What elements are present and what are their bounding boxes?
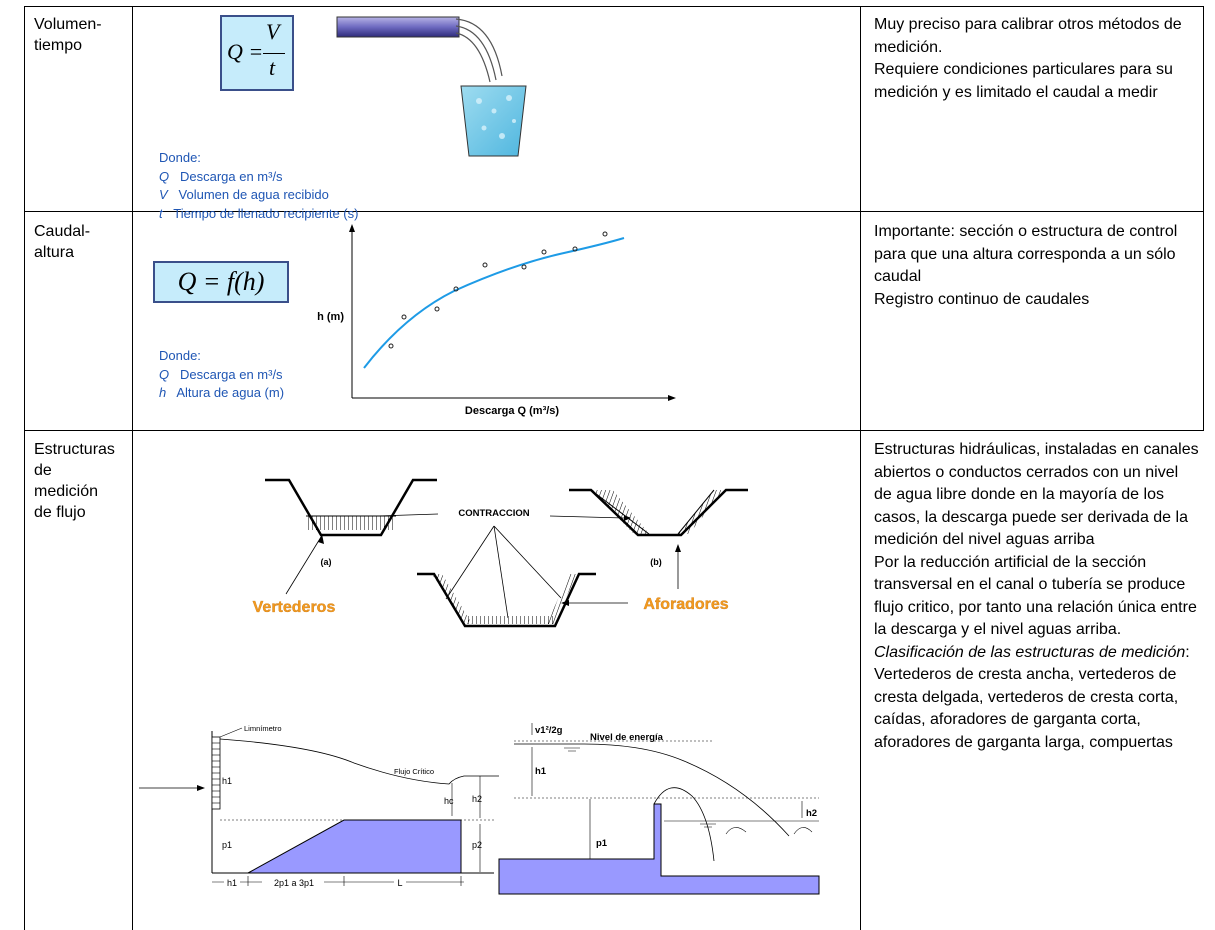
h2-label: h2 [472, 794, 482, 804]
legend-title: Donde: [159, 150, 201, 165]
formula-numerator: V [266, 19, 280, 44]
row-divider [24, 430, 1204, 431]
legend-item: Q Descarga en m³/s [159, 366, 283, 382]
flume-section-b [569, 488, 748, 537]
weir-section-a [265, 478, 437, 537]
legend-item: Q Descarga en m³/s [159, 168, 283, 184]
nappe-upper [514, 743, 790, 837]
legend-item: h Altura de agua (m) [159, 385, 285, 400]
bucket-icon [460, 85, 527, 157]
limnimeter-label: Limnímetro [244, 724, 282, 733]
water-jet [455, 25, 497, 81]
data-point [401, 314, 407, 320]
p1-right-label: p1 [596, 838, 608, 849]
y-axis-label: h (m) [317, 311, 344, 323]
water-jet [455, 18, 503, 77]
dim-h1-label: h1 [227, 878, 237, 888]
data-point [602, 231, 608, 237]
legend-volumen-tiempo: Donde: Q Descarga en m³/s V Volumen de a… [159, 149, 358, 223]
col-border [1203, 6, 1204, 430]
rating-curve-graph: h (m) Descarga Q (m³/s) [317, 224, 676, 417]
hc-label: hc [444, 796, 454, 806]
formula-lhs: Q = [227, 39, 264, 64]
description-estructuras: Estructuras hidráulicas, instaladas en c… [874, 441, 1199, 751]
velocity-head-label: v1²/2g [535, 725, 563, 736]
method-estructuras: Estructuras de medición de flujo [34, 441, 115, 521]
aforadores-label: Aforadores [643, 596, 728, 613]
data-point [521, 264, 527, 270]
formula-denominator: t [269, 55, 276, 80]
x-axis-label: Descarga Q (m³/s) [465, 405, 559, 417]
methods-table: Volumen- tiempo Muy preciso para calibra… [24, 6, 1204, 930]
legend-item: V Volumen de agua recibido [159, 187, 329, 202]
rating-curve [363, 237, 625, 369]
contraction-diagram: (a) (b) CONTRACCION Vertederos [252, 478, 748, 628]
label-a: (a) [321, 557, 332, 567]
h1-right-label: h1 [535, 766, 547, 777]
method-caudal-altura: Caudal- altura [34, 223, 91, 261]
vertederos-label: Vertederos [253, 599, 336, 616]
dim-2p1-label: 2p1 a 3p1 [274, 878, 314, 888]
p2-label: p2 [472, 840, 482, 850]
data-point [453, 286, 459, 292]
sharp-weir-body [498, 803, 820, 895]
description-volumen-tiempo: Muy preciso para calibrar otros métodos … [874, 16, 1182, 101]
sharp-weir-diagram: v1²/2g Nivel de energía h1 p1 h2 [498, 723, 820, 895]
legend-title: Donde: [159, 348, 201, 363]
data-point [541, 249, 547, 255]
col-border [132, 6, 133, 930]
data-point [434, 306, 440, 312]
col-border [860, 6, 861, 930]
h1-label: h1 [222, 776, 232, 786]
h2-right-label: h2 [806, 808, 817, 819]
weir-profile-diagram: Limnímetro Flujo Crítico h1 p1 hc h2 p2 … [139, 724, 499, 888]
description-caudal-altura: Importante: sección o estructura de cont… [874, 223, 1178, 308]
nappe-lower [653, 787, 715, 862]
p1-label: p1 [222, 840, 232, 850]
contraction-label: CONTRACCION [458, 508, 529, 519]
col-border [24, 6, 25, 930]
formula-caudal-altura: Q = f(h) [153, 261, 289, 303]
dim-l-label: L [397, 878, 402, 888]
critical-flow-label: Flujo Crítico [394, 767, 434, 776]
legend-item: t Tiempo de llenado recipiente (s) [159, 205, 359, 221]
method-volumen-tiempo: Volumen- tiempo [34, 16, 102, 54]
water-surface [219, 738, 499, 785]
fraction-bar [263, 53, 285, 54]
label-b: (b) [650, 557, 662, 567]
formula-volumen-tiempo: Q = V t [220, 15, 294, 91]
table-border-top [24, 6, 1204, 7]
data-point [482, 262, 488, 268]
combined-section [417, 572, 596, 628]
data-point [572, 246, 578, 252]
data-point [388, 343, 394, 349]
energy-level-label: Nivel de energía [590, 732, 664, 743]
water-jet [455, 32, 491, 83]
row-divider [24, 211, 1204, 212]
pipe-bucket-illustration [336, 16, 527, 157]
legend-caudal-altura: Donde: Q Descarga en m³/s h Altura de ag… [159, 347, 284, 403]
